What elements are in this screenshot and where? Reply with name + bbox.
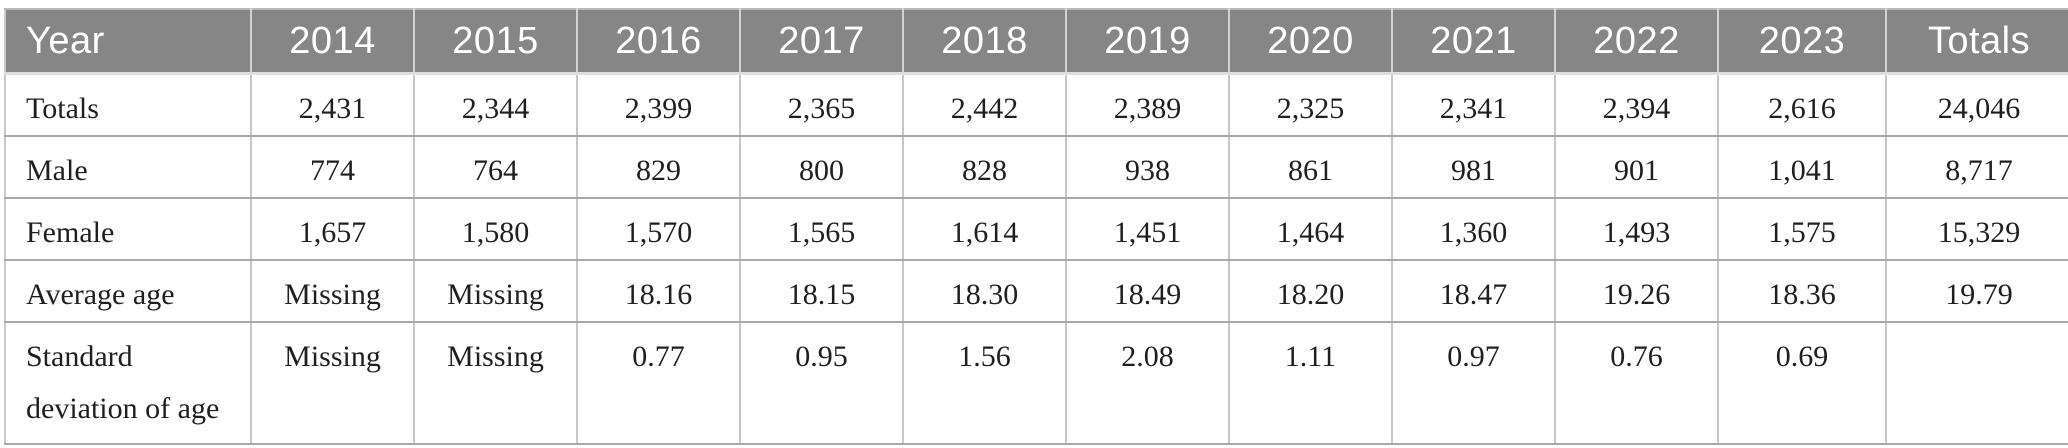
table-cell: 1,451 <box>1066 198 1230 261</box>
table-cell: 1.11 <box>1229 322 1393 445</box>
column-header-2015: 2015 <box>414 9 578 75</box>
table-header-row: Year 2014 2015 2016 2017 2018 2019 2020 … <box>5 9 2068 75</box>
table-cell: Missing <box>414 260 578 323</box>
table-cell: 1.56 <box>903 322 1067 445</box>
column-header-2018: 2018 <box>903 9 1067 75</box>
table-cell: 0.76 <box>1555 322 1719 445</box>
row-label: Average age <box>5 260 252 323</box>
table-cell: 1,041 <box>1718 136 1887 199</box>
table-cell: 861 <box>1229 136 1393 199</box>
table-row-female: Female 1,657 1,580 1,570 1,565 1,614 1,4… <box>5 198 2068 261</box>
table-cell: 2,442 <box>903 73 1067 137</box>
table-cell: 0.97 <box>1392 322 1556 445</box>
table-cell: 8,717 <box>1886 136 2068 199</box>
column-header-2020: 2020 <box>1229 9 1393 75</box>
table-cell: 2,325 <box>1229 73 1393 137</box>
table-cell: 828 <box>903 136 1067 199</box>
table-cell: 18.47 <box>1392 260 1556 323</box>
table-cell: 764 <box>414 136 578 199</box>
row-label: Female <box>5 198 252 261</box>
table-cell: Missing <box>414 322 578 445</box>
table-cell: 19.79 <box>1886 260 2068 323</box>
table-cell: 2,394 <box>1555 73 1719 137</box>
table-cell: 18.16 <box>577 260 741 323</box>
table-row-average-age: Average age Missing Missing 18.16 18.15 … <box>5 260 2068 323</box>
table-cell: 1,360 <box>1392 198 1556 261</box>
column-header-2017: 2017 <box>740 9 904 75</box>
row-label: Male <box>5 136 252 199</box>
column-header-2016: 2016 <box>577 9 741 75</box>
row-label: Totals <box>5 73 252 137</box>
table-cell: 800 <box>740 136 904 199</box>
table-cell: Missing <box>251 260 415 323</box>
table-cell: 829 <box>577 136 741 199</box>
table-cell: 15,329 <box>1886 198 2068 261</box>
table-cell: Missing <box>251 322 415 445</box>
column-header-2022: 2022 <box>1555 9 1719 75</box>
table-cell: 1,657 <box>251 198 415 261</box>
table-cell: 0.69 <box>1718 322 1887 445</box>
row-label: Standard deviation of age <box>5 322 252 445</box>
table-cell <box>1886 322 2068 445</box>
table-cell: 1,493 <box>1555 198 1719 261</box>
table-cell: 2,399 <box>577 73 741 137</box>
table-cell: 1,580 <box>414 198 578 261</box>
year-statistics-table: Year 2014 2015 2016 2017 2018 2019 2020 … <box>4 8 2068 445</box>
table-cell: 2,616 <box>1718 73 1887 137</box>
table-row-totals: Totals 2,431 2,344 2,399 2,365 2,442 2,3… <box>5 73 2068 137</box>
table-cell: 774 <box>251 136 415 199</box>
column-header-2023: 2023 <box>1718 9 1887 75</box>
table-cell: 1,565 <box>740 198 904 261</box>
table-cell: 2,389 <box>1066 73 1230 137</box>
table-cell: 901 <box>1555 136 1719 199</box>
table-cell: 2.08 <box>1066 322 1230 445</box>
column-header-totals: Totals <box>1886 9 2068 75</box>
table-cell: 18.15 <box>740 260 904 323</box>
table-cell: 1,570 <box>577 198 741 261</box>
table-cell: 2,341 <box>1392 73 1556 137</box>
table-row-standard-deviation: Standard deviation of age Missing Missin… <box>5 322 2068 445</box>
table-cell: 2,344 <box>414 73 578 137</box>
table-cell: 18.36 <box>1718 260 1887 323</box>
table-cell: 1,464 <box>1229 198 1393 261</box>
table-cell: 24,046 <box>1886 73 2068 137</box>
table-cell: 0.95 <box>740 322 904 445</box>
column-header-2021: 2021 <box>1392 9 1556 75</box>
table-cell: 18.49 <box>1066 260 1230 323</box>
table-cell: 19.26 <box>1555 260 1719 323</box>
table-cell: 18.30 <box>903 260 1067 323</box>
table-row-male: Male 774 764 829 800 828 938 861 981 901… <box>5 136 2068 199</box>
table-cell: 18.20 <box>1229 260 1393 323</box>
table-cell: 2,431 <box>251 73 415 137</box>
column-header-2014: 2014 <box>251 9 415 75</box>
column-header-year: Year <box>5 9 252 75</box>
table-cell: 938 <box>1066 136 1230 199</box>
table-cell: 2,365 <box>740 73 904 137</box>
table-cell: 1,614 <box>903 198 1067 261</box>
table-cell: 1,575 <box>1718 198 1887 261</box>
table-cell: 981 <box>1392 136 1556 199</box>
column-header-2019: 2019 <box>1066 9 1230 75</box>
table-cell: 0.77 <box>577 322 741 445</box>
